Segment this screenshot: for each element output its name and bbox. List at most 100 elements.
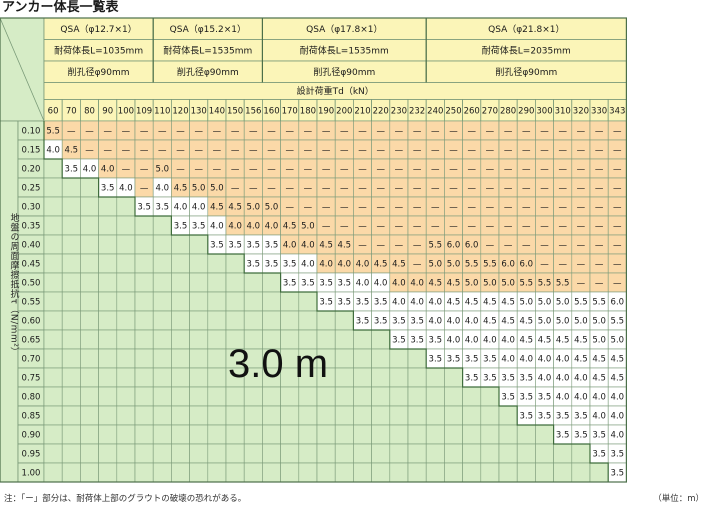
cell-value: 4.0	[301, 260, 315, 270]
cell-value: —	[395, 127, 404, 137]
cell-value: —	[577, 146, 586, 156]
cell-value: —	[595, 146, 604, 156]
table-cell	[425, 424, 445, 445]
cell-value: 4.0	[319, 260, 333, 270]
table-cell	[207, 386, 227, 407]
load-value: 232	[409, 106, 425, 116]
cell-value: —	[431, 165, 440, 175]
table-cell	[43, 310, 63, 331]
cell-value: —	[577, 184, 586, 194]
cell-value: —	[613, 279, 622, 289]
table-cell	[207, 310, 227, 331]
table-cell	[189, 424, 209, 445]
load-value: 60	[48, 106, 59, 116]
cell-value: —	[558, 184, 567, 194]
cell-value: —	[449, 184, 458, 194]
cell-value: 3.5	[210, 241, 224, 251]
cell-value: 5.5	[574, 298, 588, 308]
table-cell	[134, 386, 154, 407]
table-cell	[389, 462, 409, 483]
table-cell	[116, 253, 136, 274]
cell-value: —	[376, 241, 385, 251]
table-cell	[407, 462, 427, 483]
table-cell	[425, 443, 445, 464]
cell-value: 3.5	[301, 279, 315, 289]
table-cell	[389, 348, 409, 369]
table-cell	[444, 367, 463, 388]
table-cell	[43, 367, 63, 388]
table-cell	[334, 329, 354, 350]
load-value: 230	[391, 106, 407, 116]
table-cell	[516, 424, 536, 445]
cell-value: 5.0	[210, 184, 224, 194]
cell-value: —	[304, 165, 313, 175]
cell-value: 5.5	[429, 241, 443, 251]
load-value: 330	[591, 106, 607, 116]
table-cell	[280, 462, 300, 483]
table-cell	[280, 367, 300, 388]
table-cell	[225, 329, 245, 350]
table-cell	[152, 386, 172, 407]
table-cell	[262, 405, 281, 426]
table-cell	[243, 329, 263, 350]
cell-value: —	[158, 127, 167, 137]
tau-value: 0.15	[22, 146, 41, 156]
cell-value: —	[267, 184, 276, 194]
table-cell	[444, 405, 463, 426]
table-cell	[134, 367, 154, 388]
cell-value: 3.5	[574, 412, 588, 422]
cell-value: —	[322, 127, 331, 137]
cell-value: 4.5	[465, 298, 479, 308]
table-cell	[61, 329, 81, 350]
table-cell	[80, 310, 99, 331]
cell-value: 4.0	[119, 184, 133, 194]
cell-value: —	[413, 184, 422, 194]
cell-value: 3.5	[501, 393, 515, 403]
cell-value: —	[504, 241, 513, 251]
cell-value: 4.5	[65, 146, 79, 156]
table-cell	[262, 310, 281, 331]
footnote: 注：「ー」部分は、耐荷体上部のグラウトの破壊の恐れがある。	[4, 494, 247, 504]
cell-value: 3.5	[592, 450, 606, 460]
table-cell	[189, 443, 209, 464]
table-cell	[61, 291, 81, 312]
table-cell	[171, 253, 190, 274]
table-cell	[444, 424, 463, 445]
cell-value: 6.0	[447, 241, 461, 251]
table-cell	[225, 272, 245, 293]
table-cell	[207, 443, 227, 464]
cell-value: —	[413, 222, 422, 232]
table-cell	[280, 348, 300, 369]
tau-value: 0.30	[22, 203, 41, 213]
load-header-text: 設計荷重Td（kN）	[297, 85, 374, 97]
cell-value: 3.5	[265, 241, 279, 251]
cell-value: —	[522, 222, 531, 232]
table-cell	[553, 462, 573, 483]
tau-value: 0.70	[22, 355, 41, 365]
cell-value: 3.5	[501, 374, 515, 384]
cell-value: 5.0	[592, 336, 606, 346]
cell-value: —	[522, 241, 531, 251]
unit-note: （単位：m）	[653, 494, 704, 504]
table-cell	[225, 367, 245, 388]
table-cell	[189, 310, 209, 331]
cell-value: 4.0	[611, 431, 625, 441]
cell-value: —	[577, 241, 586, 251]
table-cell	[116, 462, 136, 483]
table-cell	[207, 424, 227, 445]
table-cell	[116, 348, 136, 369]
cell-value: —	[122, 127, 131, 137]
table-cell	[98, 424, 118, 445]
cell-value: 4.0	[210, 222, 224, 232]
table-cell	[171, 424, 190, 445]
tau-value: 0.80	[22, 393, 41, 403]
cell-value: —	[431, 184, 440, 194]
table-cell	[134, 272, 154, 293]
cell-value: —	[595, 184, 604, 194]
table-cell	[316, 405, 336, 426]
table-cell	[134, 443, 154, 464]
table-cell	[98, 272, 118, 293]
table-cell	[61, 215, 81, 236]
table-cell	[134, 291, 154, 312]
cell-value: 4.5	[501, 298, 515, 308]
